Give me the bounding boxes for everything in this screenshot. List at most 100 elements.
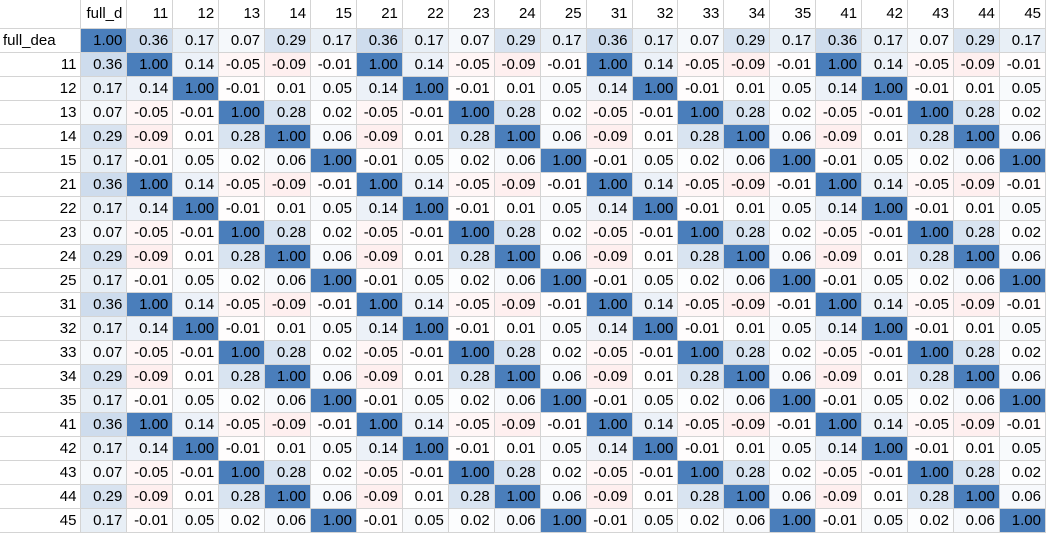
matrix-value-cell[interactable]: 0.02: [448, 508, 495, 533]
matrix-value-cell[interactable]: 0.28: [494, 100, 541, 125]
matrix-value-cell[interactable]: -0.01: [310, 292, 357, 317]
matrix-value-cell[interactable]: 1.00: [264, 244, 312, 269]
matrix-value-cell[interactable]: -0.01: [448, 196, 495, 221]
matrix-value-cell[interactable]: -0.01: [999, 172, 1046, 197]
matrix-value-cell[interactable]: 0.05: [402, 148, 449, 173]
matrix-value-cell[interactable]: -0.05: [356, 340, 403, 365]
matrix-value-cell[interactable]: 1.00: [586, 172, 633, 197]
matrix-value-cell[interactable]: 0.36: [356, 28, 403, 53]
matrix-value-cell[interactable]: 1.00: [677, 100, 725, 125]
matrix-value-cell[interactable]: 0.02: [999, 100, 1046, 125]
matrix-value-cell[interactable]: 1.00: [677, 460, 725, 485]
matrix-value-cell[interactable]: -0.05: [907, 412, 954, 437]
matrix-value-cell[interactable]: -0.01: [677, 196, 725, 221]
matrix-value-cell[interactable]: 0.05: [769, 196, 817, 221]
matrix-value-cell[interactable]: -0.09: [264, 52, 312, 77]
row-label-cell[interactable]: 23: [0, 220, 82, 245]
row-label-cell[interactable]: 22: [0, 196, 82, 221]
matrix-value-cell[interactable]: 1.00: [310, 508, 357, 533]
row-label-cell[interactable]: 31: [0, 292, 82, 317]
matrix-value-cell[interactable]: 0.01: [953, 196, 1000, 221]
matrix-value-cell[interactable]: 0.06: [310, 364, 357, 389]
row-label-cell[interactable]: 43: [0, 460, 82, 485]
row-label-cell[interactable]: 21: [0, 172, 82, 197]
matrix-value-cell[interactable]: 0.28: [907, 484, 954, 509]
matrix-value-cell[interactable]: -0.05: [815, 220, 863, 245]
matrix-value-cell[interactable]: 0.06: [723, 268, 771, 293]
matrix-value-cell[interactable]: 0.02: [310, 460, 357, 485]
matrix-value-cell[interactable]: 0.14: [632, 52, 679, 77]
matrix-value-cell[interactable]: -0.01: [677, 436, 725, 461]
matrix-value-cell[interactable]: 1.00: [402, 76, 449, 101]
row-label-cell[interactable]: 44: [0, 484, 82, 509]
matrix-value-cell[interactable]: 1.00: [769, 388, 817, 413]
matrix-value-cell[interactable]: 0.14: [815, 196, 863, 221]
matrix-value-cell[interactable]: 0.05: [861, 268, 909, 293]
matrix-value-cell[interactable]: -0.01: [540, 52, 587, 77]
matrix-value-cell[interactable]: -0.05: [815, 100, 863, 125]
matrix-value-cell[interactable]: 0.02: [218, 388, 266, 413]
matrix-value-cell[interactable]: -0.09: [356, 244, 403, 269]
matrix-value-cell[interactable]: -0.05: [356, 100, 403, 125]
matrix-value-cell[interactable]: 0.28: [907, 124, 954, 149]
matrix-value-cell[interactable]: 0.05: [861, 388, 909, 413]
matrix-value-cell[interactable]: 0.05: [172, 508, 220, 533]
matrix-value-cell[interactable]: 0.06: [494, 268, 541, 293]
matrix-value-cell[interactable]: -0.01: [356, 508, 403, 533]
matrix-value-cell[interactable]: -0.09: [126, 124, 174, 149]
matrix-value-cell[interactable]: 0.28: [953, 100, 1000, 125]
matrix-value-cell[interactable]: -0.05: [126, 340, 174, 365]
matrix-value-cell[interactable]: 0.28: [448, 244, 495, 269]
matrix-value-cell[interactable]: 1.00: [264, 484, 312, 509]
matrix-value-cell[interactable]: 1.00: [861, 316, 909, 341]
matrix-value-cell[interactable]: 0.07: [80, 460, 128, 485]
matrix-value-cell[interactable]: 0.02: [677, 388, 725, 413]
matrix-value-cell[interactable]: 1.00: [953, 244, 1000, 269]
row-label-cell[interactable]: 11: [0, 52, 82, 77]
matrix-value-cell[interactable]: -0.09: [356, 124, 403, 149]
matrix-value-cell[interactable]: 0.05: [310, 316, 357, 341]
matrix-value-cell[interactable]: 1.00: [540, 388, 587, 413]
matrix-value-cell[interactable]: 0.05: [540, 436, 587, 461]
matrix-value-cell[interactable]: 1.00: [815, 412, 863, 437]
column-header-cell[interactable]: 14: [264, 0, 312, 29]
matrix-value-cell[interactable]: -0.01: [586, 388, 633, 413]
matrix-value-cell[interactable]: 0.28: [677, 124, 725, 149]
matrix-value-cell[interactable]: 0.14: [126, 76, 174, 101]
matrix-value-cell[interactable]: -0.01: [402, 100, 449, 125]
matrix-value-cell[interactable]: 0.14: [861, 292, 909, 317]
matrix-value-cell[interactable]: 0.01: [402, 364, 449, 389]
matrix-value-cell[interactable]: 0.05: [632, 268, 679, 293]
matrix-value-cell[interactable]: -0.01: [126, 268, 174, 293]
column-header-cell[interactable]: 15: [310, 0, 357, 29]
column-header-cell[interactable]: 13: [218, 0, 266, 29]
matrix-value-cell[interactable]: -0.01: [402, 220, 449, 245]
matrix-value-cell[interactable]: 0.28: [218, 364, 266, 389]
matrix-value-cell[interactable]: 0.02: [218, 148, 266, 173]
matrix-value-cell[interactable]: -0.05: [218, 292, 266, 317]
matrix-value-cell[interactable]: 0.01: [494, 76, 541, 101]
matrix-value-cell[interactable]: 0.14: [632, 172, 679, 197]
matrix-value-cell[interactable]: 0.01: [172, 244, 220, 269]
matrix-value-cell[interactable]: 0.02: [310, 100, 357, 125]
matrix-value-cell[interactable]: 0.06: [769, 244, 817, 269]
matrix-value-cell[interactable]: -0.09: [953, 172, 1000, 197]
matrix-value-cell[interactable]: -0.01: [402, 460, 449, 485]
matrix-value-cell[interactable]: 1.00: [769, 268, 817, 293]
matrix-value-cell[interactable]: 0.14: [861, 412, 909, 437]
matrix-value-cell[interactable]: 0.05: [402, 388, 449, 413]
matrix-value-cell[interactable]: -0.09: [723, 172, 771, 197]
matrix-value-cell[interactable]: 0.02: [540, 220, 587, 245]
matrix-value-cell[interactable]: 0.07: [218, 28, 266, 53]
matrix-value-cell[interactable]: -0.01: [999, 412, 1046, 437]
matrix-value-cell[interactable]: 0.05: [172, 148, 220, 173]
matrix-value-cell[interactable]: 0.29: [80, 124, 128, 149]
matrix-value-cell[interactable]: 1.00: [126, 172, 174, 197]
matrix-value-cell[interactable]: 1.00: [999, 268, 1046, 293]
matrix-value-cell[interactable]: -0.09: [815, 244, 863, 269]
matrix-value-cell[interactable]: -0.01: [815, 508, 863, 533]
matrix-value-cell[interactable]: 0.14: [402, 52, 449, 77]
row-label-cell[interactable]: 33: [0, 340, 82, 365]
matrix-value-cell[interactable]: 0.29: [723, 28, 771, 53]
matrix-value-cell[interactable]: 1.00: [356, 172, 403, 197]
